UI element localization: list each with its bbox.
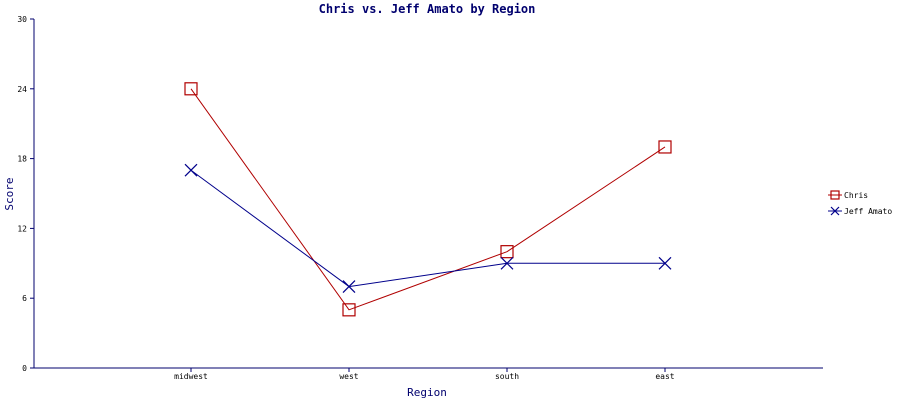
y-tick-label: 30 — [17, 15, 27, 24]
legend-item: Jeff Amato — [828, 206, 892, 216]
series-group — [184, 82, 672, 317]
x-tick-label: south — [495, 372, 519, 381]
data-point-stroke — [658, 256, 672, 270]
data-point-stroke — [342, 280, 356, 293]
legend: Chris Jeff Amato — [828, 190, 892, 216]
y-tick-label: 12 — [17, 224, 27, 233]
data-point — [342, 303, 356, 317]
data-point — [342, 280, 356, 293]
data-point-stroke — [184, 163, 198, 177]
x-axis-label: Region — [407, 386, 447, 399]
axes: 0 6 12 18 24 30 midwest west south east — [17, 15, 823, 381]
series-line — [190, 169, 665, 288]
chart-title: Chris vs. Jeff Amato by Region — [319, 2, 536, 16]
y-tick-label: 0 — [22, 364, 27, 373]
legend-label: Chris — [844, 191, 868, 200]
data-point — [658, 140, 672, 154]
y-tick-label: 18 — [17, 155, 27, 164]
legend-item: Chris — [828, 190, 868, 200]
legend-label: Jeff Amato — [844, 207, 892, 216]
x-tick-label: east — [655, 372, 674, 381]
series-2 — [184, 163, 672, 293]
data-point — [184, 82, 198, 96]
legend-marker-stroke — [830, 206, 840, 216]
y-tick-label: 24 — [17, 85, 27, 94]
legend-marker — [830, 206, 840, 216]
x-tick-label: midwest — [174, 372, 208, 381]
y-tick-label: 6 — [22, 294, 27, 303]
series-line — [190, 88, 666, 311]
data-point — [658, 256, 672, 270]
data-point — [500, 256, 514, 270]
x-tick-label: west — [339, 372, 358, 381]
data-point-stroke — [500, 256, 514, 270]
y-axis-label: Score — [3, 177, 16, 210]
legend-marker — [830, 190, 840, 200]
series-1 — [184, 82, 672, 317]
data-point — [184, 163, 198, 177]
data-point — [500, 245, 514, 259]
